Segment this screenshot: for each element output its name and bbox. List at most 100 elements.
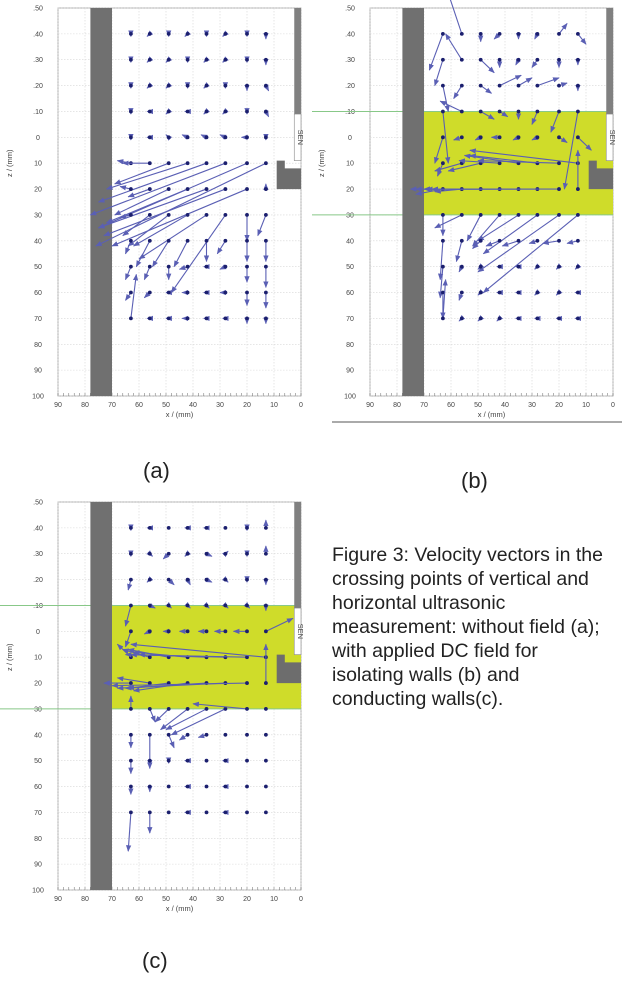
measurement-point (223, 290, 228, 295)
measurement-point (166, 83, 171, 88)
measurement-point (223, 135, 228, 140)
measurement-point (166, 238, 171, 243)
velocity-vector (192, 701, 248, 710)
sensor-window (293, 113, 302, 161)
y-tick-label: 40 (346, 238, 354, 245)
measurement-point (147, 707, 152, 711)
velocity-vector (482, 214, 579, 293)
velocity-vector (477, 214, 560, 273)
measurement-point (264, 629, 268, 634)
measurement-point (245, 264, 249, 269)
measurement-point (516, 83, 521, 88)
measurement-point (147, 810, 152, 815)
x-tick-label: 90 (54, 402, 62, 409)
measurement-point (264, 238, 268, 243)
sensor-housing (276, 160, 301, 190)
y-tick-label: 40 (34, 732, 42, 739)
velocity-vector (111, 188, 248, 247)
measurement-point (129, 83, 133, 88)
measurement-point (441, 316, 445, 321)
measurement-point (516, 31, 521, 36)
velocity-vector (482, 214, 538, 255)
measurement-point (497, 316, 502, 321)
measurement-point (264, 603, 268, 608)
measurement-point (204, 316, 209, 321)
measurement-point (459, 264, 464, 269)
measurement-point (185, 264, 190, 269)
measurement-point (185, 707, 190, 711)
sensor-bar (606, 8, 613, 115)
measurement-point (245, 187, 249, 191)
sensor-housing (276, 654, 301, 684)
measurement-point (166, 109, 171, 114)
measurement-point (147, 681, 152, 685)
measurement-point (245, 758, 249, 763)
measurement-point (264, 187, 268, 191)
measurement-point (459, 290, 464, 295)
measurement-point (129, 109, 133, 114)
measurement-point (223, 525, 228, 530)
velocity-vector (499, 74, 522, 87)
measurement-point (441, 109, 445, 114)
y-axis-label: z / (mm) (5, 643, 14, 671)
measurement-point (557, 187, 561, 191)
measurement-point (223, 551, 228, 556)
x-tick-label: 50 (474, 402, 482, 409)
measurement-point (185, 577, 190, 582)
measurement-point (204, 161, 209, 166)
measurement-point (497, 238, 502, 243)
velocity-vector (152, 240, 170, 268)
sensor-label: SEN (608, 130, 617, 145)
sensor-window (293, 607, 302, 655)
velocity-vector (124, 266, 132, 281)
measurement-point (129, 577, 133, 582)
measurement-point (185, 109, 190, 114)
measurement-point (166, 810, 171, 815)
measurement-point (166, 135, 171, 140)
vector-field-chart-b: 90 80 70 60 50 40 30 20 10 0.50.40.30.20.10010203… (312, 0, 622, 423)
measurement-point (185, 83, 190, 88)
measurement-point (129, 758, 133, 763)
measurement-point (557, 57, 561, 62)
measurement-point (497, 213, 502, 217)
measurement-point (478, 83, 483, 88)
measurement-point (185, 135, 190, 140)
measurement-point (264, 109, 268, 114)
y-tick-label: .30 (33, 57, 43, 64)
measurement-point (166, 316, 171, 321)
measurement-point (264, 316, 268, 321)
measurement-point (185, 161, 190, 166)
measurement-point (185, 784, 190, 789)
velocity-vector (103, 188, 226, 237)
measurement-point (264, 264, 268, 269)
measurement-point (441, 290, 445, 295)
measurement-point (535, 161, 540, 166)
measurement-point (516, 290, 521, 295)
y-tick-label: 90 (34, 862, 42, 869)
measurement-point (129, 810, 133, 815)
measurement-point (576, 83, 580, 88)
measurement-point (185, 603, 190, 608)
y-tick-label: 100 (344, 394, 356, 401)
measurement-point (223, 732, 228, 737)
measurement-point (129, 629, 133, 634)
y-tick-label: 50 (346, 264, 354, 271)
measurement-point (166, 758, 171, 763)
measurement-point (129, 784, 133, 789)
measurement-point (223, 238, 228, 243)
velocity-vector (442, 278, 448, 319)
measurement-point (185, 187, 190, 191)
velocity-vector (133, 214, 188, 247)
measurement-point (557, 238, 561, 243)
velocity-vector (466, 214, 482, 242)
y-axis-label: z / (mm) (5, 149, 14, 177)
measurement-point (245, 603, 249, 608)
measurement-point (516, 238, 521, 243)
measurement-point (147, 57, 152, 62)
velocity-vector (165, 708, 207, 731)
measurement-point (129, 57, 133, 62)
velocity-vector (542, 239, 560, 246)
measurement-point (245, 681, 249, 685)
panel-label-c: (c) (142, 948, 168, 973)
chart-panel-a: 90 80 70 60 50 40 30 20 10 0.50.40.30.20.10 0 10 20 3… (0, 0, 310, 420)
